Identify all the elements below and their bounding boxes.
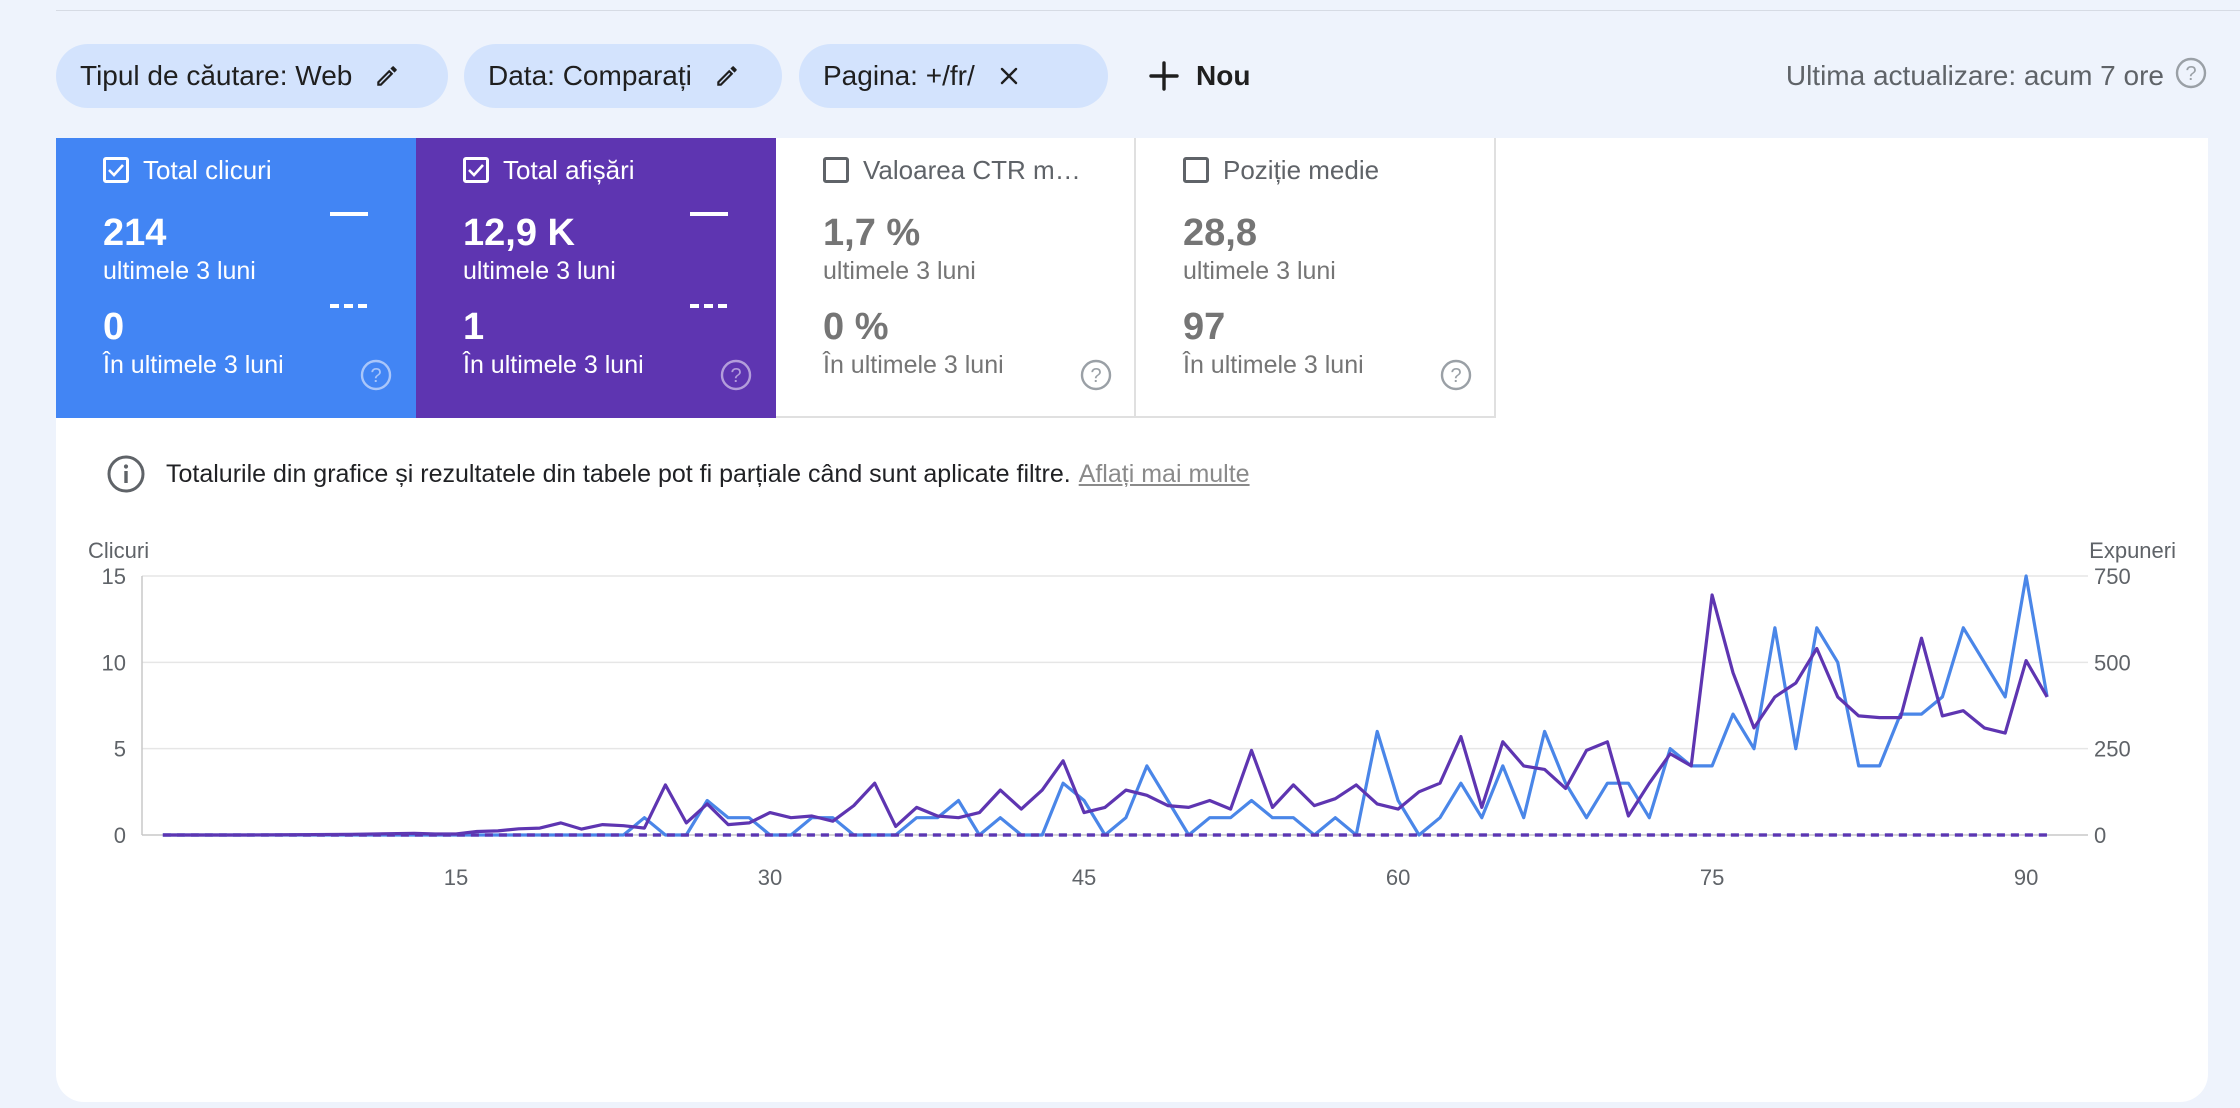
metric-label: Total clicuri (143, 154, 272, 185)
metric-tile-average-ctr[interactable]: Valoarea CTR medie 1,7 % ultimele 3 luni… (776, 138, 1136, 418)
help-icon[interactable]: ? (2174, 56, 2208, 97)
help-icon[interactable]: ? (719, 358, 753, 397)
svg-text:?: ? (370, 365, 381, 387)
last-update-text: Ultima actualizare: acum 7 ore (1785, 60, 2164, 91)
y-axis-right-label: Expuneri (2089, 538, 2176, 563)
solid-line-legend-icon (330, 212, 368, 216)
chip-label: Data: Comparați (488, 60, 692, 91)
y-left-tick-label: 10 (102, 650, 126, 675)
svg-text:?: ? (1450, 365, 1461, 387)
metric-value: 214 (103, 212, 167, 254)
metric-tile-total-impressions[interactable]: Total afișări 12,9 K ultimele 3 luni 1 Î… (416, 138, 776, 418)
date-filter-chip[interactable]: Data: Comparați (464, 44, 782, 108)
y-right-tick-label: 0 (2094, 823, 2106, 848)
learn-more-link[interactable]: Aflați mai multe (1078, 459, 1250, 488)
svg-text:?: ? (730, 365, 741, 387)
svg-text:?: ? (2185, 63, 2196, 85)
checkbox-checked[interactable] (463, 157, 489, 183)
x-tick-label: 60 (1386, 865, 1410, 890)
metric-tile-average-position[interactable]: Poziție medie 28,8 ultimele 3 luni 97 În… (1136, 138, 1496, 418)
metric-value: 12,9 K (463, 212, 575, 254)
help-icon[interactable]: ? (1439, 358, 1473, 397)
x-tick-label: 15 (444, 865, 468, 890)
help-icon[interactable]: ? (359, 358, 393, 397)
metric-tile-total-clicks[interactable]: Total clicuri 214 ultimele 3 luni 0 În u… (56, 138, 416, 418)
dashed-line-legend-icon (690, 304, 728, 308)
metric-value: 1,7 % (823, 212, 921, 254)
y-left-tick-label: 15 (102, 564, 126, 589)
chart-series (162, 574, 2049, 837)
chip-label: Tipul de căutare: Web (80, 60, 353, 91)
y-right-tick-label: 750 (2094, 564, 2131, 589)
info-icon (106, 454, 146, 494)
metric-compare-value: 97 (1183, 306, 1226, 348)
metric-label: Poziție medie (1223, 154, 1380, 185)
metric-value: 28,8 (1183, 212, 1257, 254)
performance-chart: Clicuri Expuneri 0 5 10 15 0 250 500 750 15 30 45 6… (88, 538, 2176, 890)
metric-compare-value: 0 (103, 306, 125, 348)
series-line (162, 574, 2049, 837)
metric-label: Valoarea CTR medie (863, 154, 1083, 185)
y-right-tick-label: 250 (2094, 737, 2131, 762)
metric-compare-period: În ultimele 3 luni (823, 351, 1004, 379)
y-left-tick-label: 0 (114, 823, 126, 848)
metric-compare-period: În ultimele 3 luni (463, 351, 644, 379)
chart-grid (141, 575, 2088, 836)
metric-compare-period: În ultimele 3 luni (1183, 351, 1364, 379)
search-type-filter-chip[interactable]: Tipul de căutare: Web (56, 44, 448, 108)
metric-label: Total afișări (503, 154, 635, 185)
y-right-tick-label: 500 (2094, 650, 2131, 675)
close-icon[interactable] (997, 64, 1021, 88)
page-filter-chip[interactable]: Pagina: +/fr/ (799, 44, 1108, 108)
x-tick-label: 90 (2014, 865, 2038, 890)
dashed-line-legend-icon (330, 304, 368, 308)
new-filter-label: Nou (1196, 60, 1251, 91)
checkbox-checked[interactable] (103, 157, 129, 183)
series-line (162, 593, 2049, 837)
metric-period: ultimele 3 luni (103, 257, 256, 285)
filter-bar: Tipul de căutare: Web Data: Comparați Pa… (56, 44, 2240, 108)
metric-compare-value: 0 % (823, 306, 889, 348)
performance-card: Total clicuri 214 ultimele 3 luni 0 În u… (56, 138, 2208, 1102)
metric-period: ultimele 3 luni (823, 257, 976, 285)
svg-text:?: ? (1090, 365, 1101, 387)
metric-compare-period: În ultimele 3 luni (103, 351, 284, 379)
metric-compare-value: 1 (463, 306, 485, 348)
checkbox-unchecked[interactable] (823, 157, 849, 183)
new-filter-button[interactable]: Nou (1092, 44, 1272, 108)
metric-period: ultimele 3 luni (1183, 257, 1336, 285)
pencil-icon[interactable] (374, 63, 400, 89)
x-tick-label: 45 (1072, 865, 1096, 890)
solid-line-legend-icon (690, 212, 728, 216)
plus-icon (1148, 60, 1180, 99)
checkbox-unchecked[interactable] (1183, 157, 1209, 183)
chart-ticks: 0 5 10 15 0 250 500 750 15 30 45 60 75 90 (102, 564, 2131, 890)
partial-totals-notice: Totalurile din grafice și rezultatele di… (106, 454, 1250, 494)
y-left-tick-label: 5 (114, 737, 126, 762)
x-tick-label: 30 (758, 865, 782, 890)
pencil-icon[interactable] (714, 63, 740, 89)
notice-text: Totalurile din grafice și rezultatele di… (166, 459, 1071, 488)
top-divider (56, 10, 2240, 11)
metric-period: ultimele 3 luni (463, 257, 616, 285)
help-icon[interactable]: ? (1079, 358, 1113, 397)
x-tick-label: 75 (1700, 865, 1724, 890)
y-axis-left-label: Clicuri (88, 538, 149, 563)
last-update-status: Ultima actualizare: acum 7 ore ? (1786, 44, 2208, 108)
chip-label: Pagina: +/fr/ (823, 60, 975, 91)
